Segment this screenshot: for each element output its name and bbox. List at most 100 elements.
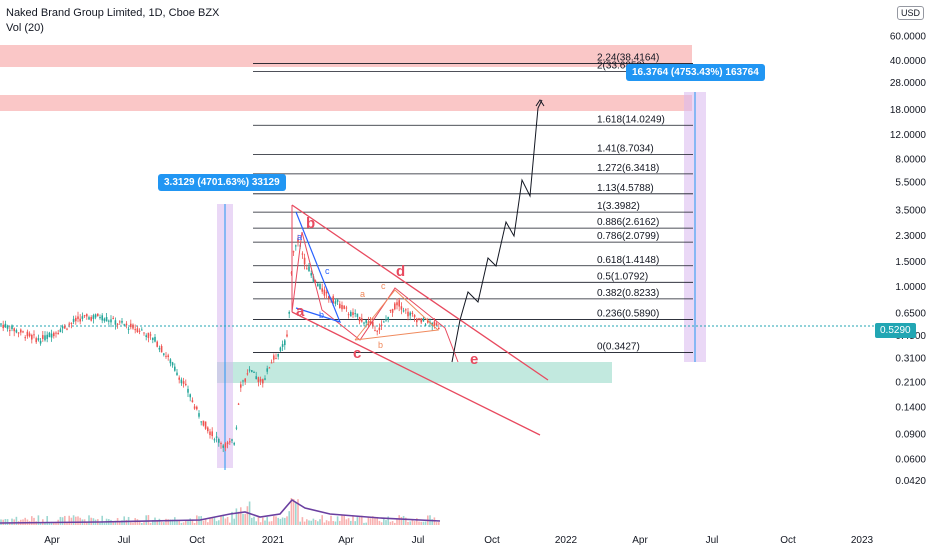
candle-body <box>149 334 152 336</box>
volume-bar <box>367 517 370 525</box>
candle-body <box>328 296 330 299</box>
fib-label-1: 1(3.3982) <box>597 201 640 212</box>
candle-body <box>233 443 235 445</box>
volume-bar <box>244 513 246 525</box>
candle-body <box>398 300 400 307</box>
volume-bar <box>103 522 106 525</box>
candle-body <box>105 317 108 322</box>
fib-label-1.41: 1.41(8.7034) <box>597 144 654 155</box>
volume-bar <box>55 521 57 525</box>
candle-body <box>59 329 62 333</box>
candle-body <box>361 318 363 322</box>
candle-body <box>75 317 77 322</box>
candle-body <box>90 317 92 321</box>
volume-bar <box>374 516 376 525</box>
candle-body <box>167 355 169 358</box>
volume-bar <box>409 521 411 525</box>
candle-body <box>277 354 279 357</box>
fib-label-0.5: 0.5(1.0792) <box>597 271 648 282</box>
candle-body <box>433 321 436 326</box>
x-tick-label: Apr <box>338 535 354 546</box>
volume-bar <box>314 520 317 525</box>
candle-body <box>306 268 308 270</box>
volume-bar <box>79 517 81 525</box>
volume-bar <box>279 518 282 525</box>
volume-bar <box>264 520 266 525</box>
volume-bar <box>251 517 253 525</box>
candle-body <box>46 334 48 339</box>
volume-bar <box>387 516 389 525</box>
volume-bar <box>424 521 427 525</box>
volume-bar <box>354 521 356 525</box>
candle-body <box>24 337 26 339</box>
currency-button[interactable]: USD <box>896 6 924 20</box>
volume-bar <box>33 517 35 525</box>
volume-ma-line <box>0 498 441 524</box>
candle-body <box>53 332 55 337</box>
candle-body <box>9 330 11 332</box>
candle-body <box>354 313 356 315</box>
volume-bar <box>66 522 68 525</box>
volume-bar <box>389 521 392 525</box>
volume-bar <box>44 522 46 525</box>
channel-upper <box>291 204 549 381</box>
volume-bar <box>160 521 163 525</box>
candle-body <box>402 310 405 312</box>
candle-body <box>246 373 249 375</box>
inner-wave-label: a <box>297 232 302 242</box>
volume-bar <box>24 517 26 525</box>
candle-body <box>130 323 132 328</box>
candle-body <box>33 334 35 336</box>
candle-body <box>336 299 339 302</box>
volume-bar <box>407 521 409 525</box>
candle-body <box>416 318 418 323</box>
candle-body <box>435 323 438 326</box>
candle-body <box>310 273 312 276</box>
candle-body <box>255 376 257 380</box>
volume-bar <box>145 515 147 525</box>
legend: Naked Brand Group Limited, 1D, Cboe BZX … <box>6 6 219 36</box>
candle-body <box>407 311 409 317</box>
volume-bar <box>288 511 290 525</box>
inner-wave-label: b <box>378 340 383 350</box>
volume-bar <box>303 521 306 525</box>
candle-body <box>174 366 176 371</box>
candle-body <box>22 331 24 333</box>
volume-bar <box>297 499 299 525</box>
candle-body <box>321 288 323 292</box>
volume-bar <box>339 520 341 525</box>
candle-body <box>365 320 367 323</box>
volume-bar <box>222 515 224 525</box>
candle-body <box>123 324 125 326</box>
volume-bar <box>101 515 103 525</box>
volume-bar <box>325 520 328 525</box>
candle-body <box>376 330 378 332</box>
inner-wave-label: b <box>319 310 324 320</box>
x-tick-label: 2022 <box>555 535 578 546</box>
candle-body <box>44 335 46 341</box>
volume-bar <box>88 515 90 525</box>
candles-layer <box>0 234 440 453</box>
x-tick-label: Jul <box>706 535 719 546</box>
x-tick-label: Apr <box>632 535 648 546</box>
candle-body <box>154 336 156 342</box>
candle-body <box>6 325 9 329</box>
volume-bar <box>376 516 378 525</box>
volume-bar <box>273 516 275 525</box>
candle-body <box>191 400 194 403</box>
volume-bar <box>185 520 187 525</box>
candle-body <box>385 319 387 321</box>
volume-bar <box>138 521 141 525</box>
volume-bar <box>220 515 222 525</box>
candle-body <box>297 238 299 242</box>
candle-body <box>222 445 224 448</box>
last-price-tag: 0.5290 <box>875 323 916 338</box>
candle-body <box>418 318 420 320</box>
volume-bar <box>11 518 13 525</box>
candle-body <box>2 324 4 329</box>
volume-bar <box>328 521 330 525</box>
candle-body <box>235 427 238 429</box>
candle-body <box>396 302 398 306</box>
